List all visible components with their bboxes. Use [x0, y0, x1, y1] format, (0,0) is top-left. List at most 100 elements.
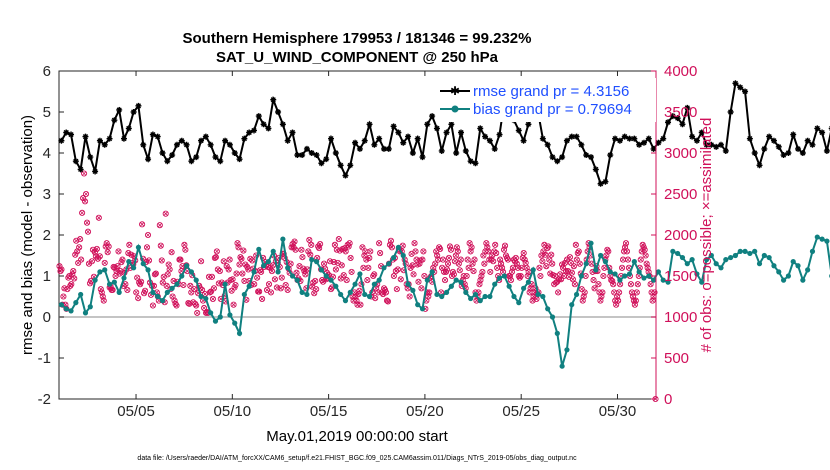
bias-point — [58, 302, 65, 308]
bias-point — [650, 277, 657, 283]
bias-point — [318, 267, 324, 273]
bias-point — [737, 248, 743, 254]
rmse-point — [116, 106, 123, 113]
obs-marker — [284, 286, 291, 293]
bias-point — [756, 261, 763, 267]
bias-point — [785, 273, 791, 279]
bias-point — [304, 291, 310, 298]
obs-marker — [259, 295, 266, 303]
obs-marker — [566, 254, 573, 261]
obs-marker — [447, 246, 454, 253]
obs-marker — [501, 242, 509, 249]
rmse-point — [106, 135, 113, 142]
obs-marker — [591, 285, 598, 292]
rmse-point — [703, 141, 710, 148]
bias-point — [352, 281, 358, 287]
bias-point — [78, 291, 84, 298]
rmse-point — [573, 133, 580, 140]
bias-point — [174, 281, 180, 287]
bias-point — [183, 263, 190, 269]
obs-marker — [187, 282, 194, 289]
obs-marker — [100, 297, 107, 304]
bias-point — [251, 269, 257, 275]
rmse-point — [342, 172, 349, 179]
rmse-point — [255, 113, 262, 120]
bias-point — [761, 252, 767, 259]
x-tick-label: 05/25 — [502, 403, 540, 420]
bias-point — [795, 263, 801, 269]
rmse-point — [804, 137, 811, 144]
bias-point — [241, 291, 247, 298]
obs-marker — [152, 270, 159, 277]
obs-marker — [240, 247, 247, 254]
obs-marker — [68, 281, 75, 288]
bias-point — [675, 250, 681, 257]
obs-marker — [633, 289, 640, 296]
obs-marker — [367, 248, 374, 255]
rmse-point — [607, 152, 614, 159]
bias-point — [366, 293, 373, 300]
y-tick-label: 3 — [43, 186, 51, 203]
rmse-point — [823, 147, 830, 154]
bias-point — [222, 281, 228, 287]
obs-marker — [504, 256, 512, 263]
rmse-point — [217, 158, 224, 165]
obs-marker — [622, 240, 630, 247]
y-tick-label: 5 — [43, 104, 51, 121]
bias-point — [458, 279, 464, 285]
x-tick-label: 05/20 — [406, 403, 444, 420]
rmse-point — [674, 115, 681, 122]
y-tick-right-label: 2000 — [664, 227, 697, 244]
rmse-point — [693, 137, 700, 144]
obs-marker — [576, 260, 583, 267]
bias-point — [684, 261, 690, 267]
obs-marker — [537, 272, 544, 280]
bias-point — [660, 277, 666, 283]
rmse-point — [313, 152, 320, 159]
obs-marker — [168, 249, 175, 256]
bias-point — [776, 269, 782, 275]
bias-point — [554, 330, 560, 336]
rmse-point — [727, 109, 734, 115]
obs-marker — [444, 260, 452, 267]
bias-point — [434, 291, 440, 298]
bias-point — [323, 273, 329, 279]
y-tick-right-label: 1000 — [664, 309, 697, 326]
bias-point — [622, 273, 628, 279]
obs-marker — [223, 263, 230, 270]
obs-marker — [220, 258, 227, 265]
obs-marker — [570, 263, 577, 270]
bias-point — [280, 236, 286, 242]
obs-marker — [177, 256, 184, 263]
bias-point — [415, 302, 421, 308]
bias-point — [559, 363, 565, 369]
obs-marker — [198, 258, 205, 265]
rmse-point — [77, 166, 84, 173]
rmse-point — [419, 154, 426, 161]
rmse-point — [231, 150, 238, 156]
obs-marker — [80, 195, 87, 202]
rmse-point — [279, 121, 286, 128]
rmse-point — [458, 129, 465, 136]
obs-marker — [605, 248, 612, 255]
rmse-point — [92, 168, 99, 175]
obs-marker — [312, 277, 319, 284]
bias-point — [73, 300, 79, 306]
bias-point — [453, 277, 459, 283]
bias-point — [439, 293, 445, 300]
obs-marker — [443, 266, 451, 273]
rmse-point — [58, 137, 65, 144]
obs-marker — [599, 289, 606, 296]
obs-marker — [162, 210, 169, 217]
bias-point — [227, 312, 233, 318]
bias-point — [771, 263, 777, 269]
x-axis: 05/05 05/10 05/15 05/20 05/25 05/30 — [117, 71, 636, 420]
obs-marker — [356, 287, 363, 294]
bias-point — [212, 318, 219, 324]
bias-point — [193, 277, 199, 283]
bias-point — [805, 267, 811, 273]
obs-marker — [470, 268, 477, 275]
rmse-point — [684, 104, 691, 111]
rmse-point — [539, 135, 546, 142]
legend-bias-label: bias grand pr = 0.79694 — [473, 101, 632, 118]
